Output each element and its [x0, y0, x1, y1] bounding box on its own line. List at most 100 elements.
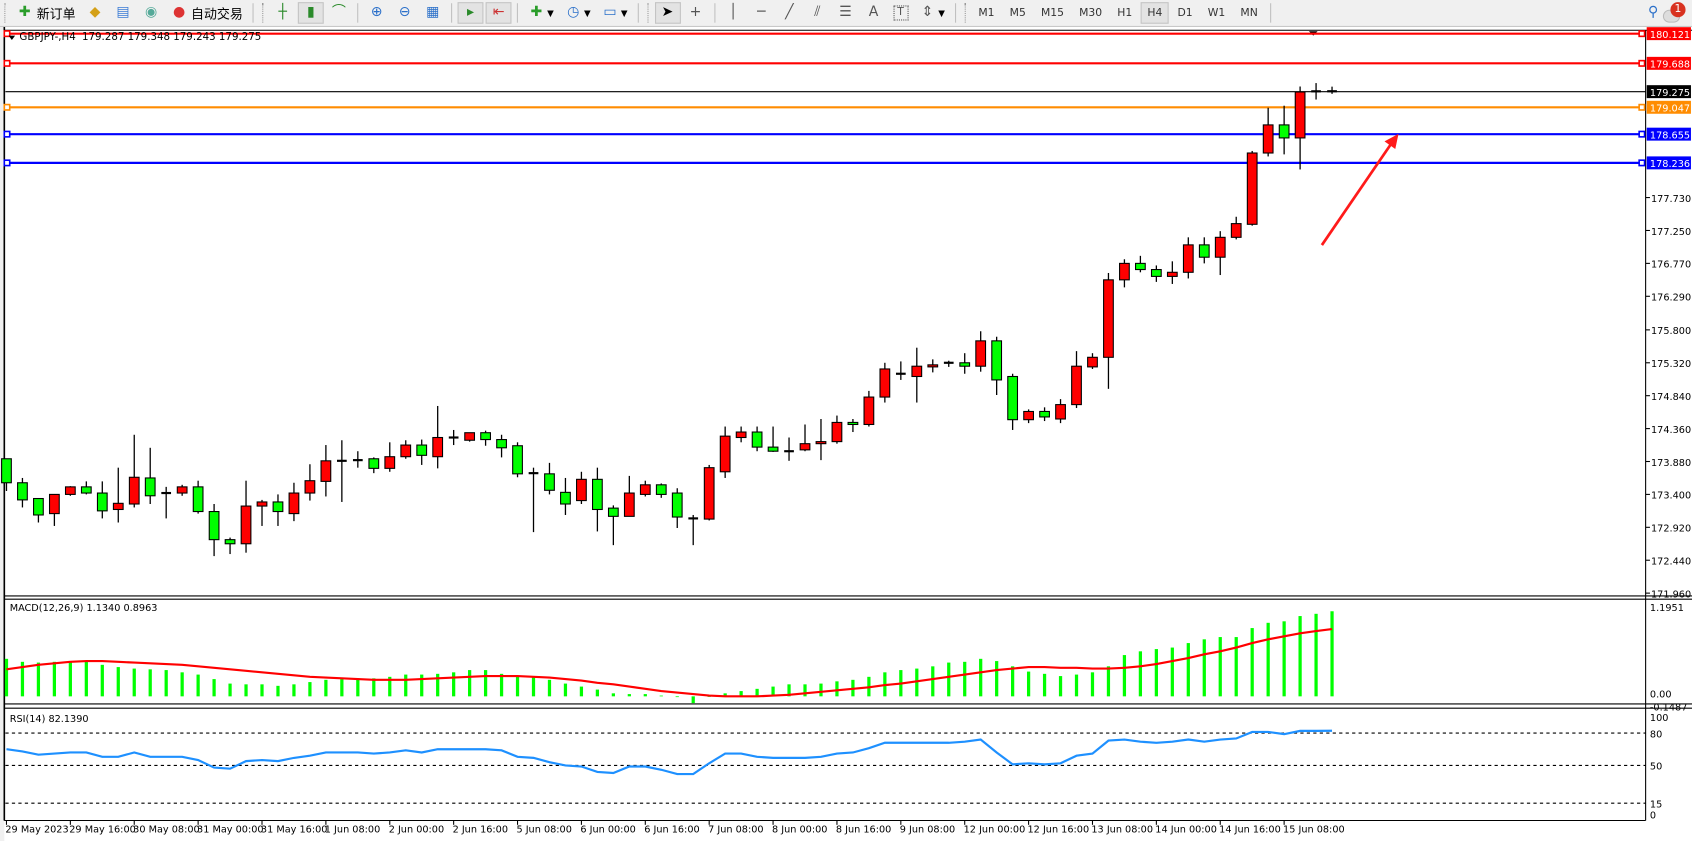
horizontal-line-button[interactable]: ─ — [748, 2, 774, 24]
candle-body — [703, 467, 715, 520]
toolbar-grip[interactable] — [964, 3, 968, 23]
bid-price-tag — [1646, 85, 1691, 99]
macd-histogram-bar — [1106, 666, 1111, 697]
candles — [1, 83, 1399, 557]
candle-body — [1278, 124, 1290, 139]
market-watch-button[interactable]: ▤ — [110, 2, 136, 24]
macd-histogram-bar — [1090, 672, 1095, 697]
new-order-button[interactable]: ✚ 新订单 — [12, 2, 80, 24]
zoom-out-button[interactable]: ⊖ — [392, 2, 418, 24]
macd-histogram-bar — [931, 666, 935, 697]
line-anchor-handle[interactable] — [1638, 130, 1646, 138]
candle — [432, 405, 444, 469]
text-label-button[interactable]: T — [889, 2, 913, 24]
periods-button[interactable]: ◷ ▼ — [560, 2, 595, 24]
zoom-in-button[interactable]: ⊕ — [364, 2, 390, 24]
candle-body — [991, 340, 1003, 381]
macd-pane: 1.1951 0.00 -0.1487 — [4, 603, 1687, 714]
macd-histogram-bar — [947, 662, 951, 697]
time-axis-label: 15 Jun 08:00 — [1283, 824, 1345, 835]
chart-shift-button[interactable]: ⇤ — [485, 2, 512, 24]
vertical-line-button[interactable]: │ — [720, 2, 746, 24]
line-anchor-handle[interactable] — [3, 59, 11, 67]
signals-button[interactable]: ◉ — [138, 2, 164, 24]
timeframe-mn-button[interactable]: MN — [1240, 7, 1258, 19]
line-chart-button[interactable]: ⌒ — [326, 2, 352, 24]
time-axis-label: 31 May 16:00 — [261, 824, 328, 835]
macd-histogram-bar — [547, 679, 552, 697]
timeframe-m5-button[interactable]: M5 — [1009, 7, 1026, 19]
auto-scroll-button[interactable]: ▸ — [457, 2, 484, 24]
line-anchor-handle[interactable] — [3, 103, 11, 111]
candle — [1134, 255, 1146, 273]
macd-histogram-bar — [1170, 647, 1174, 697]
toolbar-grip[interactable] — [646, 3, 651, 23]
candle-body — [560, 491, 571, 505]
candle — [416, 439, 428, 465]
candle — [1214, 231, 1226, 276]
candle — [144, 447, 156, 505]
auto-trading-button[interactable]: ● 自动交易 — [166, 2, 247, 24]
macd-histogram-bar — [1330, 611, 1334, 697]
candle — [975, 331, 987, 372]
candle — [607, 505, 619, 546]
toolbar-grip[interactable] — [4, 3, 8, 23]
candle-body — [927, 364, 939, 368]
new-order-icon: ✚ — [18, 4, 31, 21]
macd-histogram-bar — [452, 672, 456, 697]
candle-body — [1039, 410, 1050, 418]
separator — [954, 3, 956, 23]
timeframe-m15-button[interactable]: M15 — [1040, 7, 1065, 19]
candle — [1311, 83, 1321, 100]
templates-button[interactable]: ▭ ▼ — [597, 2, 632, 24]
macd-histogram-bar — [36, 662, 41, 697]
arrows-button[interactable]: ⇕ ▼ — [915, 2, 950, 24]
horizontal-lines: 180.121 179.688 179.047 178.655 178.236 179.2… — [3, 27, 1691, 170]
chart-background — [4, 26, 1692, 841]
candle-body — [384, 456, 396, 469]
search-icon[interactable]: ⚲ — [1648, 4, 1659, 21]
cursor-button[interactable]: ➤ — [654, 2, 681, 24]
time-axis-label: 2 Jun 16:00 — [453, 824, 508, 835]
chart-symbol: GBPJPY-,H4 — [19, 31, 75, 43]
dropdown-triangle-icon[interactable] — [8, 35, 16, 40]
candlestick-chart-button[interactable]: ▮ — [297, 2, 324, 24]
bar-chart-button[interactable]: ┼ — [270, 2, 296, 24]
indicators-button[interactable]: ✚ ▼ — [523, 2, 558, 24]
line-anchor-handle[interactable] — [1638, 59, 1646, 67]
candle — [512, 442, 523, 478]
line-anchor-handle[interactable] — [1638, 30, 1646, 38]
candle-body — [591, 478, 603, 511]
text-tool-button[interactable]: A — [861, 2, 887, 24]
tile-windows-button[interactable]: ▦ — [420, 2, 446, 24]
candle — [1182, 237, 1194, 279]
equidistant-channel-button[interactable]: ⫽ — [804, 2, 830, 24]
new-order-label: 新订单 — [36, 5, 76, 22]
timeframe-h4-button[interactable]: H4 — [1140, 2, 1169, 24]
timeframe-w1-button[interactable]: W1 — [1207, 7, 1226, 19]
time-axis-label: 12 Jun 16:00 — [1028, 824, 1090, 835]
fibonacci-button[interactable]: ☰ — [833, 2, 859, 24]
crosshair-button[interactable]: + — [683, 2, 709, 24]
line-anchor-handle[interactable] — [3, 159, 11, 167]
macd-histogram-bar — [755, 688, 759, 697]
macd-histogram-bar — [356, 678, 360, 697]
line-anchor-handle[interactable] — [3, 30, 11, 38]
trendline-button[interactable]: ╱ — [776, 2, 802, 24]
price-tick-label: 176.290 — [1651, 293, 1691, 304]
candle-body — [1294, 91, 1306, 139]
macd-histogram-bar — [483, 670, 488, 697]
timeframe-h1-button[interactable]: H1 — [1117, 7, 1133, 19]
metaeditor-button[interactable]: ◆ — [82, 2, 108, 24]
line-anchor-handle[interactable] — [3, 130, 11, 138]
line-anchor-handle[interactable] — [1638, 103, 1646, 111]
line-anchor-handle[interactable] — [1638, 159, 1646, 167]
toolbar-grip[interactable] — [262, 3, 266, 23]
timeframe-d1-button[interactable]: D1 — [1177, 7, 1193, 19]
candle-body — [576, 478, 587, 502]
timeframe-m30-button[interactable]: M30 — [1079, 7, 1103, 19]
notifications-button[interactable]: 1 — [1662, 2, 1686, 24]
macd-histogram-bar — [116, 667, 120, 697]
timeframe-m1-button[interactable]: M1 — [978, 7, 995, 19]
